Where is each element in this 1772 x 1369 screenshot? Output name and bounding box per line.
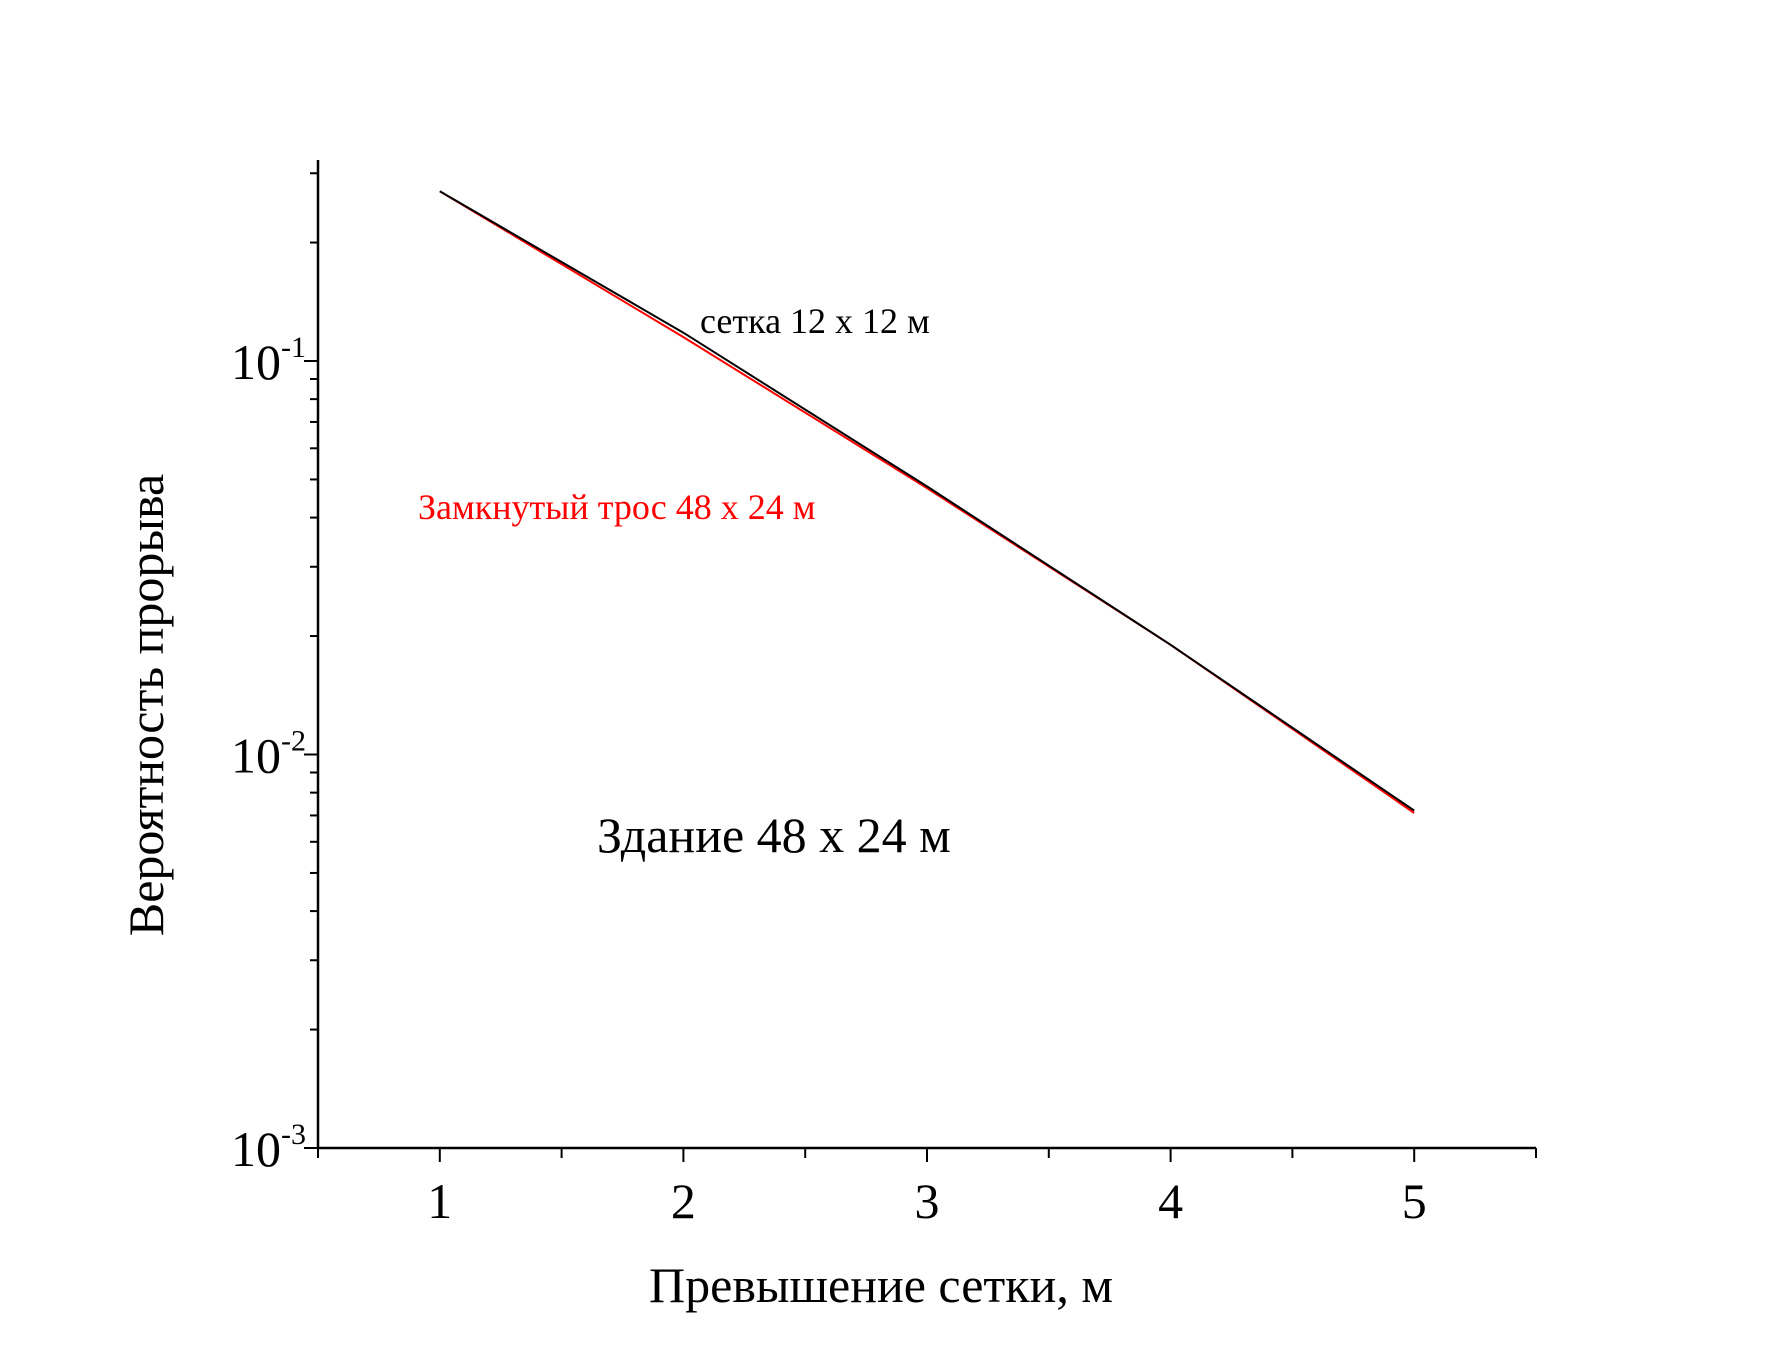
x-tick-label: 4 <box>1158 1173 1183 1229</box>
x-tick-label: 2 <box>671 1173 696 1229</box>
x-axis-label: Превышение сетки, м <box>649 1257 1113 1313</box>
y-tick-exponent: -1 <box>281 331 306 364</box>
annotation-cable: Замкнутый трос 48 x 24 м <box>418 487 816 527</box>
y-axis-label: Вероятность прорыва <box>118 474 174 936</box>
annotation-grid: сетка 12 x 12 м <box>700 301 930 341</box>
x-tick-label: 3 <box>915 1173 940 1229</box>
y-tick-base: 10 <box>231 728 281 784</box>
y-tick-label: 10-3 <box>231 1118 306 1177</box>
y-tick-label: 10-2 <box>231 725 306 784</box>
y-tick-base: 10 <box>231 334 281 390</box>
x-tick-label: 5 <box>1402 1173 1427 1229</box>
y-tick-label: 10-1 <box>231 331 306 390</box>
x-tick-label: 1 <box>427 1173 452 1229</box>
y-tick-exponent: -3 <box>281 1118 306 1151</box>
y-tick-exponent: -2 <box>281 725 306 758</box>
x-ticks: 1 2 3 4 5 <box>318 1148 1536 1229</box>
y-ticks: 10-310-210-1 <box>231 173 318 1177</box>
y-tick-base: 10 <box>231 1121 281 1177</box>
annotation-building: Здание 48 x 24 м <box>597 807 951 863</box>
